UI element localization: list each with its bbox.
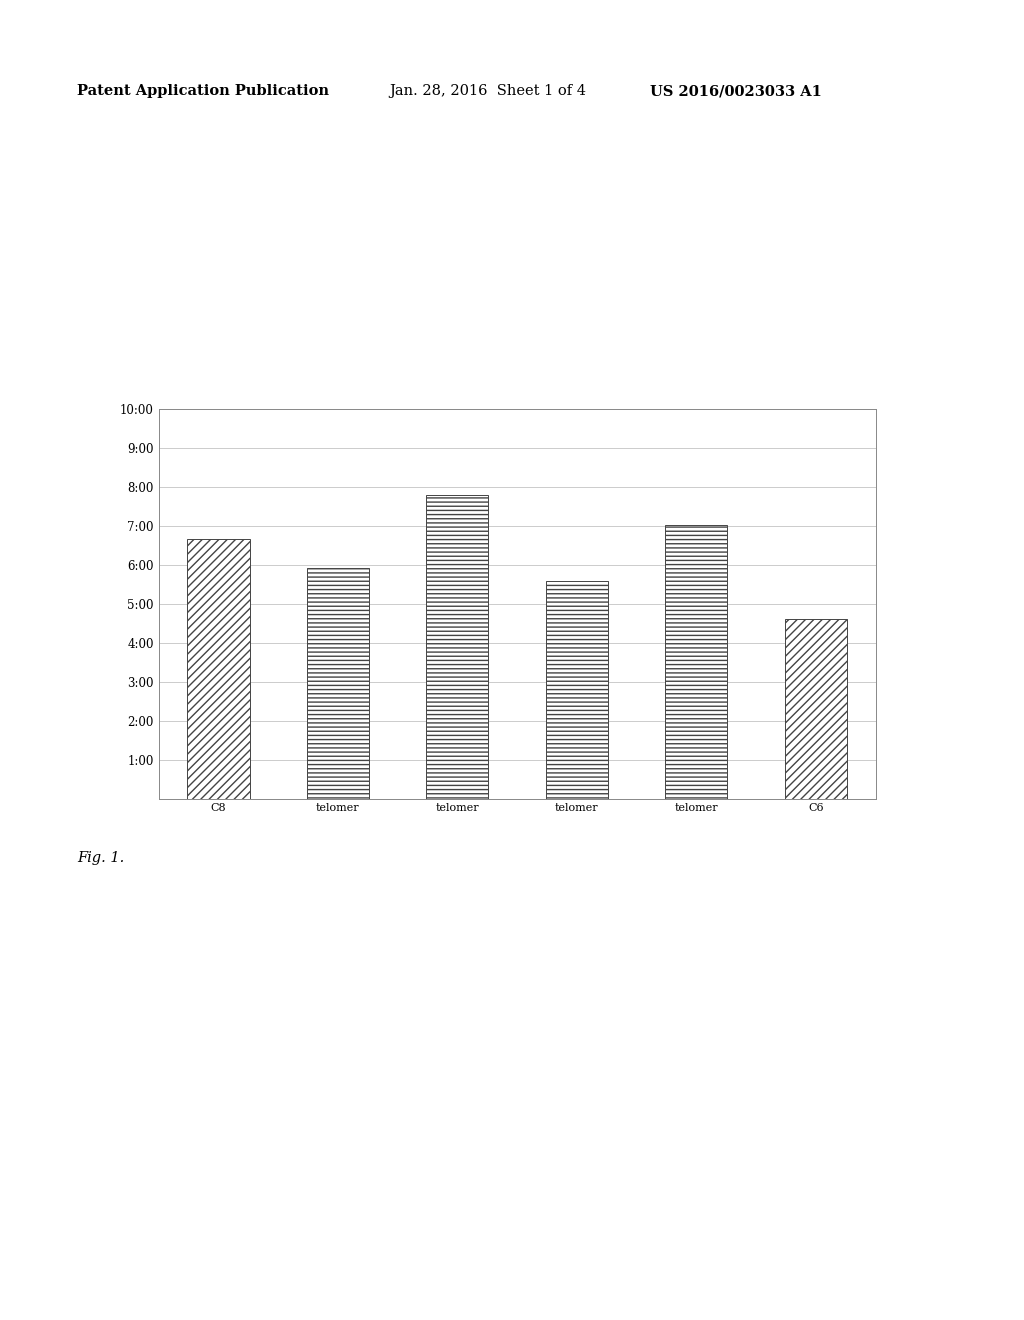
Bar [546,581,608,799]
Text: Jan. 28, 2016  Sheet 1 of 4: Jan. 28, 2016 Sheet 1 of 4 [389,84,586,99]
Bar [307,568,369,799]
Text: Fig. 1.: Fig. 1. [77,851,124,866]
Text: US 2016/0023033 A1: US 2016/0023033 A1 [650,84,822,99]
Bar [426,495,488,799]
Text: Patent Application Publication: Patent Application Publication [77,84,329,99]
Bar [784,619,847,799]
Bar [187,539,250,799]
Bar [666,525,727,799]
